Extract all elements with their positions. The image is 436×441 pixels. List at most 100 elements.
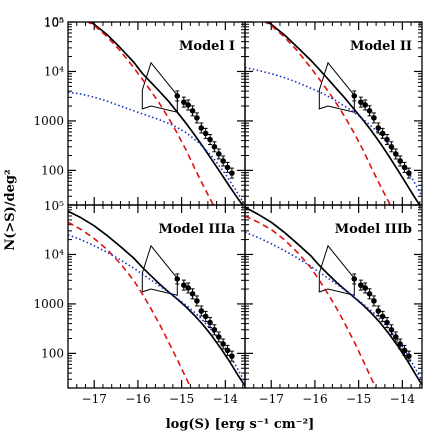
data-point [388, 326, 395, 333]
data-point [215, 334, 222, 340]
data-point [185, 285, 191, 291]
data-point [211, 143, 218, 150]
y-tick-label: 10⁵ [44, 15, 64, 29]
data-point [392, 151, 399, 157]
series-component-blue [68, 91, 245, 205]
data-point [358, 99, 364, 105]
panel-title: Model I [179, 39, 235, 54]
series-component-red [86, 22, 215, 205]
x-tick-label: −16 [302, 392, 327, 406]
data-point [384, 136, 390, 143]
data-point [202, 130, 209, 137]
data-point [207, 136, 213, 143]
data-point [185, 102, 191, 108]
data-point [189, 291, 196, 297]
y-tick-label: 1000 [33, 114, 64, 128]
data-point [181, 282, 187, 288]
data-point [379, 313, 386, 320]
minor-ticks [68, 205, 245, 389]
data-point [406, 353, 412, 359]
minor-ticks [68, 22, 245, 206]
data-point [384, 319, 390, 326]
data-point [366, 291, 373, 297]
data-point [351, 276, 358, 282]
y-tick-label-top: 10⁵ [44, 16, 64, 30]
data-point [207, 319, 213, 326]
series-total [88, 22, 244, 205]
data-point [194, 298, 200, 304]
series-total [265, 22, 421, 205]
data-point [388, 143, 395, 150]
data-point [202, 313, 209, 320]
y-axis-label: N(>S)/deg² [3, 169, 18, 250]
y-tick-label: 10⁴ [44, 64, 64, 78]
x-tick-label: −14 [390, 392, 416, 406]
panel-title: Model IIIb [335, 222, 412, 237]
panel-data [245, 22, 422, 205]
data-point [189, 108, 196, 114]
series-component-blue [68, 234, 245, 383]
data-point [375, 125, 382, 131]
series-component-red [263, 22, 392, 205]
series-component-blue [245, 66, 422, 197]
series-component-blue [245, 231, 422, 382]
y-tick-label: 100 [41, 163, 64, 177]
panel-4: Model IIIb [244, 204, 423, 389]
series-component-red [68, 221, 192, 388]
series-component-red [245, 215, 377, 388]
data-point [362, 102, 368, 108]
constraint-polygon [141, 244, 178, 296]
panel-title: Model II [350, 39, 412, 54]
data-point [211, 326, 218, 333]
series-total [68, 210, 245, 387]
x-tick-label: −16 [125, 392, 150, 406]
data-point [401, 164, 408, 171]
data-point [366, 108, 373, 114]
y-tick-label: 100 [41, 346, 64, 360]
x-tick-label: −15 [346, 392, 371, 406]
panel-data [68, 22, 245, 205]
y-tick-label: 1000 [33, 297, 64, 311]
data-point [358, 282, 364, 288]
panel-3: Model IIIa [67, 204, 246, 389]
data-point [371, 298, 377, 304]
data-point [401, 347, 408, 354]
data-point [198, 125, 205, 131]
panel-frame [244, 204, 423, 389]
data-point [397, 158, 403, 164]
data-point [397, 341, 403, 347]
data-point [379, 130, 386, 137]
data-point [220, 341, 226, 347]
data-point [229, 353, 235, 359]
data-point [375, 308, 382, 314]
x-tick-label: −17 [82, 392, 107, 406]
data-point [174, 93, 181, 99]
panel-2: Model II [244, 21, 423, 206]
x-tick-label: −15 [169, 392, 194, 406]
data-point [406, 170, 412, 176]
data-point [198, 308, 205, 314]
data-point [351, 93, 358, 99]
panel-data [245, 206, 422, 388]
data-point [224, 347, 231, 354]
data-point [215, 151, 222, 157]
x-tick-label: −17 [259, 392, 284, 406]
data-point [174, 276, 181, 282]
data-point [194, 115, 200, 121]
data-point [229, 170, 235, 176]
x-axis-label: log(S) [erg s⁻¹ cm⁻²] [166, 417, 315, 432]
data-point [392, 334, 399, 340]
data-point [220, 158, 226, 164]
data-point [224, 164, 231, 171]
data-point [181, 99, 187, 105]
y-tick-label-top: 10⁵ [44, 199, 64, 213]
y-tick-label: 10⁴ [44, 247, 64, 261]
panel-1: Model I [67, 21, 246, 206]
panel-data [68, 210, 245, 388]
panel-title: Model IIIa [158, 222, 235, 237]
data-point [371, 115, 377, 121]
data-point [362, 285, 368, 291]
x-tick-label: −14 [213, 392, 239, 406]
